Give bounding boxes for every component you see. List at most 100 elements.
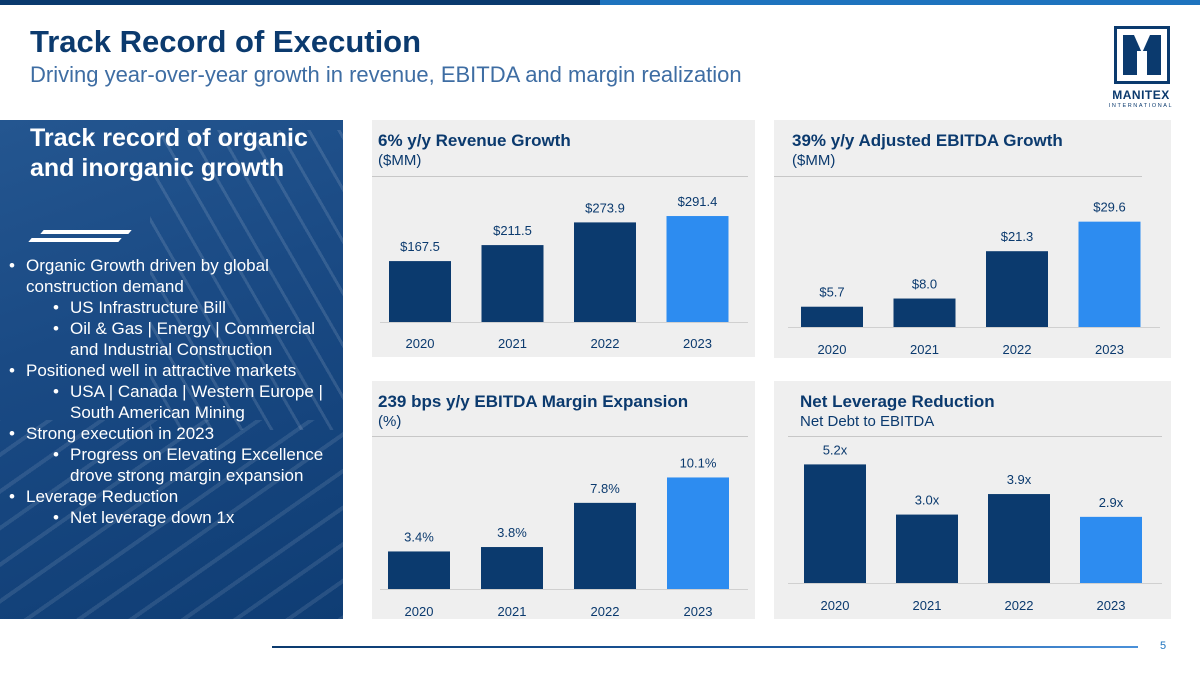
- bullet-item: • Leverage Reduction: [6, 486, 336, 507]
- top-accent-dark: [0, 0, 600, 5]
- logo-subtext: INTERNATIONAL: [1108, 103, 1174, 109]
- bullet-item: • Net leverage down 1x: [6, 507, 336, 528]
- bullet-text: Oil & Gas | Energy | Commercial and Indu…: [70, 319, 316, 359]
- bar-2022: [574, 222, 636, 322]
- data-label: $291.4: [678, 194, 718, 209]
- chart-title: 39% y/y Adjusted EBITDA Growth: [792, 131, 1063, 150]
- data-label: 3.4%: [404, 529, 434, 544]
- background-machinery-texture: [0, 420, 343, 619]
- chart-title-rule: [788, 436, 1162, 437]
- x-tick-label: 2022: [591, 336, 620, 351]
- bullet-item: • Organic Growth driven by global constru…: [6, 255, 336, 297]
- logo-name: MANITEX: [1112, 88, 1170, 102]
- x-tick-label: 2021: [913, 598, 942, 613]
- x-tick-label: 2020: [818, 342, 847, 357]
- chart-title-rule: [774, 176, 1142, 177]
- x-tick-label: 2021: [498, 604, 527, 619]
- ebitda-chart: $5.7 2020 $8.0 2021 $21.3 2022 $29.6 2023: [788, 200, 1160, 357]
- data-label: 7.8%: [590, 481, 620, 496]
- bar-2021: [481, 245, 544, 322]
- data-label: $29.6: [1093, 200, 1126, 215]
- bullet-item: • Oil & Gas | Energy | Commercial and Ind…: [6, 318, 336, 360]
- bullet-dot-icon: •: [53, 382, 59, 401]
- top-accent-light: [600, 0, 1200, 5]
- bullet-dot-icon: •: [9, 361, 15, 380]
- leverage-chart-panel: Net Leverage Reduction Net Debt to EBITD…: [774, 381, 1171, 619]
- margin-chart: 3.4% 2020 3.8% 2021 7.8% 2022 10.1% 2023: [380, 455, 748, 619]
- footer-rule: [272, 646, 1138, 648]
- bullet-text: Net leverage down 1x: [70, 508, 235, 527]
- bar-2021: [481, 547, 543, 589]
- bullet-text: Organic Growth driven by global construc…: [26, 256, 269, 296]
- x-tick-label: 2023: [683, 336, 712, 351]
- bullet-dot-icon: •: [53, 298, 59, 317]
- bar-2020: [801, 306, 863, 327]
- data-label: $5.7: [819, 285, 844, 300]
- bar-2021: [893, 298, 956, 327]
- company-logo: MANITEX INTERNATIONAL: [1108, 24, 1174, 116]
- decorative-slash-icon: [28, 230, 140, 244]
- bar-2023: [1078, 221, 1141, 327]
- x-tick-label: 2020: [406, 336, 435, 351]
- bullet-text: USA | Canada | Western Europe | South Am…: [70, 382, 323, 422]
- x-tick-label: 2023: [684, 604, 713, 619]
- chart-subtitle: (%): [378, 413, 402, 430]
- x-tick-label: 2022: [1005, 598, 1034, 613]
- data-label: 2.9x: [1099, 495, 1124, 510]
- data-label: 10.1%: [680, 455, 717, 470]
- bar-2023: [666, 216, 729, 322]
- chart-title-rule: [372, 436, 748, 437]
- chart-subtitle: Net Debt to EBITDA: [800, 413, 935, 430]
- data-label: $21.3: [1001, 229, 1034, 244]
- bar-2020: [388, 551, 450, 589]
- data-label: 5.2x: [823, 442, 848, 457]
- bullet-text: US Infrastructure Bill: [70, 298, 226, 317]
- bullet-dot-icon: •: [53, 319, 59, 338]
- margin-chart-panel: 239 bps y/y EBITDA Margin Expansion (%) …: [372, 381, 755, 619]
- bullet-dot-icon: •: [9, 256, 15, 275]
- chart-title: 239 bps y/y EBITDA Margin Expansion: [378, 392, 689, 411]
- bar-2022: [574, 502, 636, 589]
- bullet-list: • Organic Growth driven by global constru…: [6, 255, 336, 528]
- bullet-item: • Positioned well in attractive markets: [6, 360, 336, 381]
- chart-title: 6% y/y Revenue Growth: [378, 131, 571, 150]
- bullet-item: • Strong execution in 2023: [6, 423, 336, 444]
- revenue-chart: $167.5 2020 $211.5 2021 $273.9 2022 $291.4 2023: [380, 194, 748, 351]
- bar-2023: [667, 477, 729, 589]
- bullet-dot-icon: •: [53, 508, 59, 527]
- data-label: 3.0x: [915, 493, 940, 508]
- x-tick-label: 2023: [1095, 342, 1124, 357]
- summary-panel: Track record of organic and inorganic gr…: [0, 120, 343, 619]
- bullet-text: Strong execution in 2023: [26, 424, 215, 443]
- bar-2023: [1080, 516, 1142, 583]
- bar-2020: [804, 464, 866, 583]
- leverage-chart: 5.2x 2020 3.0x 2021 3.9x 2022 2.9x 2023: [788, 442, 1162, 613]
- data-label: $167.5: [400, 239, 440, 254]
- data-label: $211.5: [493, 223, 532, 238]
- ebitda-chart-panel: 39% y/y Adjusted EBITDA Growth ($MM) $5.…: [774, 120, 1171, 358]
- x-tick-label: 2020: [821, 598, 850, 613]
- bullet-item: • US Infrastructure Bill: [6, 297, 336, 318]
- x-tick-label: 2021: [498, 336, 527, 351]
- data-label: $273.9: [585, 200, 625, 215]
- chart-subtitle: ($MM): [792, 152, 836, 169]
- x-tick-label: 2022: [591, 604, 620, 619]
- bullet-dot-icon: •: [9, 487, 15, 506]
- background-crane-texture: [150, 130, 343, 430]
- chart-subtitle: ($MM): [378, 152, 422, 169]
- page-number: 5: [1160, 640, 1167, 652]
- top-accent-bar: [0, 0, 1200, 5]
- bullet-text: Positioned well in attractive markets: [26, 361, 297, 380]
- x-tick-label: 2022: [1003, 342, 1032, 357]
- bullet-item: • Progress on Elevating Excellence drove …: [6, 444, 336, 486]
- data-label: 3.9x: [1007, 472, 1032, 487]
- bar-2022: [986, 251, 1048, 327]
- bar-2020: [389, 261, 451, 322]
- x-tick-label: 2020: [405, 604, 434, 619]
- summary-heading: Track record of organic and inorganic gr…: [30, 124, 308, 182]
- bar-2022: [988, 494, 1050, 583]
- data-label: 3.8%: [497, 525, 527, 540]
- bar-2021: [896, 514, 958, 583]
- revenue-chart-panel: 6% y/y Revenue Growth ($MM) $167.5 2020 $2…: [372, 120, 755, 357]
- bullet-text: Leverage Reduction: [26, 487, 179, 506]
